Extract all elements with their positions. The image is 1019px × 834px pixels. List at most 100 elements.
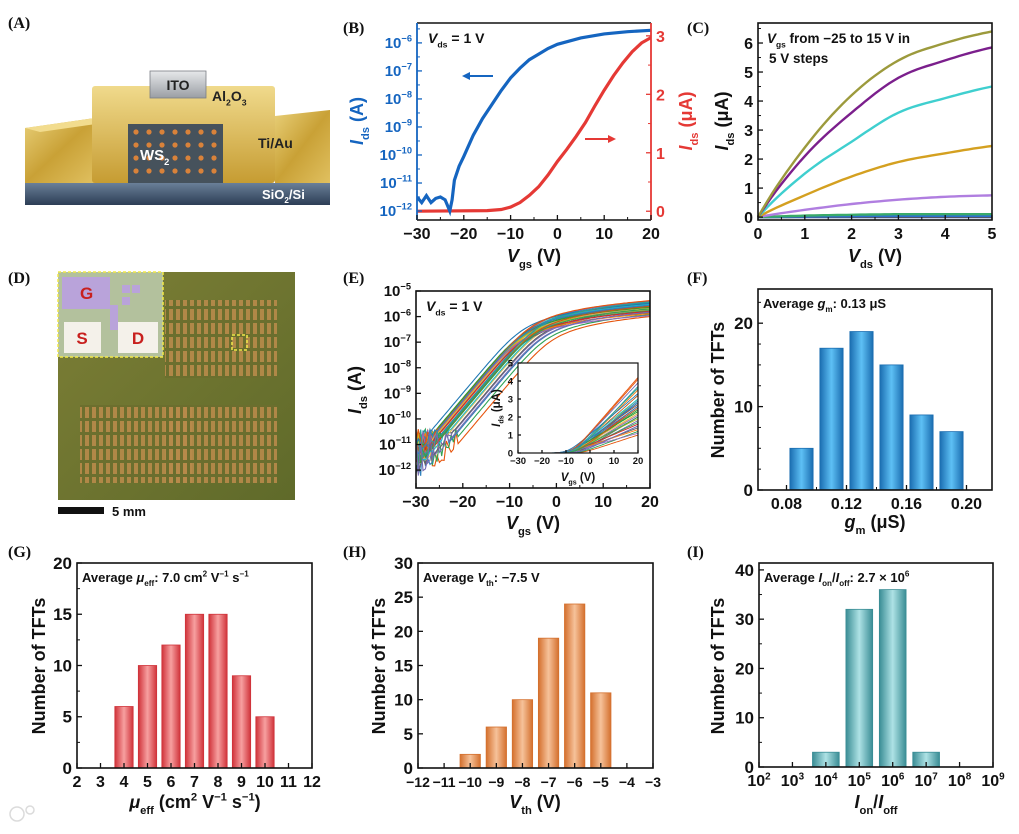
label-part: −1 [219,570,229,579]
label-part: 5 V steps [769,51,828,66]
y-tick-label: 30 [735,610,754,629]
histogram-bar [789,447,814,491]
y-tick-label: 10−5 [384,282,411,300]
x-tick-label: 12 [303,774,321,791]
atom-dot [211,168,217,174]
pad-small [132,285,140,293]
histogram-bar [485,726,507,769]
atom-dot [146,155,152,161]
x-tick-label: 20 [641,494,659,511]
panel-label: (G) [8,544,31,561]
label-part: gs [519,259,532,271]
label-part: off [839,579,850,588]
source-pad [64,322,101,353]
y-tick-label: 4 [508,376,514,387]
y-tick-label: 10−10 [379,410,411,428]
label-part: g [816,296,825,311]
vds-annotation: Vds = 1 V [426,298,483,318]
histogram-bar [819,347,844,491]
atom-dot [172,129,178,135]
label-part: 6 [899,771,905,782]
label-part: Al [212,88,226,104]
histogram-bar [231,675,252,769]
label-part: −7 [400,333,411,343]
label-part: 10 [747,773,765,790]
x-tick-label: 8 [214,774,223,791]
histogram-bar [564,603,586,769]
label-part: V [848,246,862,266]
y-tick-label: 10−9 [384,384,411,402]
label-part: 10 [848,773,866,790]
y-tick-label: 10−10 [380,146,412,164]
y-tick-label: 1 [744,181,753,198]
label-part: O [231,88,242,104]
atom-dot [172,155,178,161]
label-part: : 2.7 × 10 [850,570,905,585]
label-part: −11 [397,174,412,184]
atom-dot [185,129,191,135]
label-part: ds [725,132,737,145]
label-part: I [347,139,367,145]
vgs-annotation: 5 V steps [769,51,828,66]
selection-box [231,334,248,351]
y-tick-label: 10−6 [385,34,412,52]
label-part: V [426,298,437,314]
label-part: 3 [242,98,247,108]
x-tick-label: 2 [847,226,856,243]
panel-h-histogram: −12 −11 −10 −9 −8 −7 −6 −5 −4 −3 0 5 10 15 20 25 30 Avera… [369,554,661,817]
x-tick-label: 0.16 [891,496,922,513]
y-tick-label: 1 [656,146,665,163]
x-axis-label: μeff (cm2 V−1 s−1) [128,791,260,816]
x-tick-label: −10 [458,774,482,790]
histogram-bar [184,613,205,769]
label-part: (μA) [712,91,732,132]
x-tick-label: 103 [781,771,805,790]
y-tick-label: 10−11 [379,435,411,453]
label-part: 2 [284,196,289,205]
label-part: V [477,570,487,585]
y-tick-label: 10−6 [384,307,411,325]
label-part: −12 [395,461,411,471]
x-tick-label: −3 [645,774,661,790]
atom-dot [159,168,165,174]
drain-label: D [132,329,144,348]
y-tick-label: 3 [744,123,753,140]
y-tick-label: 0 [745,758,754,777]
label-part: (A) [345,366,365,396]
sio2-label: SiO2/Si [262,187,305,205]
y-tick-label: 10−7 [385,62,412,80]
histogram-bar [878,589,907,768]
watermark-icon [25,805,35,815]
x-tick-label: −30 [403,226,430,243]
label-part: eff [144,579,154,588]
label-part: −5 [400,282,411,292]
label-part: I [712,145,732,151]
panel-label: (B) [343,20,364,37]
gold-highlight [25,118,110,132]
label-part: Number of TFTs [708,598,728,735]
label-part: 10 [379,437,396,454]
y-tick-label: 20 [53,554,72,573]
inset-linear-plot: −30 −20 −10 0 10 20 0 1 2 3 4 5 Vgs (V) Ids (μA) [491,358,643,486]
y-tick-label: 20 [735,659,754,678]
plot-frame [758,562,994,768]
y-tick-label: 15 [394,656,413,675]
label-part: on [860,805,874,817]
atom-dot [198,142,204,148]
y-tick-label: 10−8 [385,90,412,108]
y-tick-label: 10 [394,691,413,710]
y-tick-label: 20 [394,622,413,641]
y-tick-label: 0 [656,204,665,221]
x-tick-label: 3 [96,774,105,791]
label-part: 2 [203,570,208,579]
label-part: −9 [401,118,412,128]
label-part: ds [437,40,447,50]
label-part: 10 [379,411,396,428]
histogram-bar [208,613,228,769]
y-tick-label: 10−8 [384,358,411,376]
label-part: −1 [214,791,227,803]
atom-dot [133,168,139,174]
label-part: I [676,145,696,151]
